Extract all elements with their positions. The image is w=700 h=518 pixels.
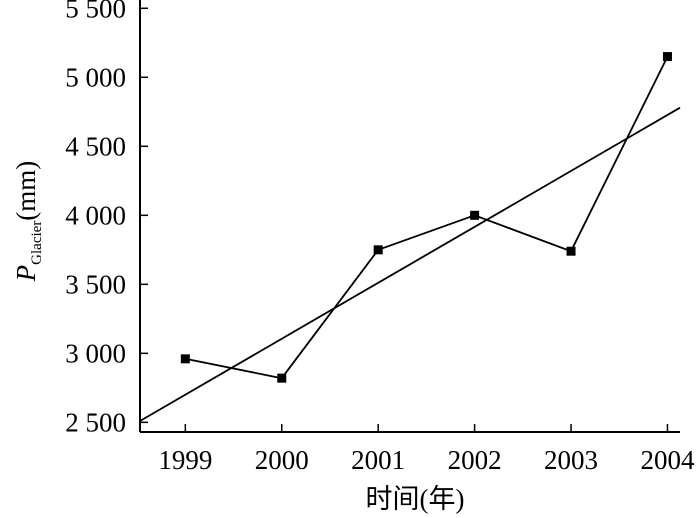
y-tick-label: 3 000	[65, 338, 126, 368]
plot-area	[139, 52, 681, 422]
x-tick-label: 1999	[158, 445, 212, 475]
tick-marks	[140, 7, 669, 432]
trend-line	[139, 106, 681, 422]
y-tick-label: 5 000	[65, 62, 126, 92]
x-tick-label: 2003	[544, 445, 598, 475]
data-point	[373, 245, 383, 255]
axes	[139, 0, 680, 433]
y-tick-label: 2 500	[65, 407, 126, 437]
x-tick-label: 2004	[640, 445, 695, 475]
x-tick-label: 2000	[255, 445, 309, 475]
data-point	[470, 210, 480, 220]
data-point	[277, 373, 287, 383]
x-axis-label: 时间(年)	[366, 484, 465, 514]
y-tick-label: 3 500	[65, 269, 126, 299]
x-tick-label: 2002	[448, 445, 502, 475]
data-point	[662, 52, 672, 62]
y-tick-label: 4 000	[65, 200, 126, 230]
y-axis-label-unit: (mm)	[11, 161, 41, 221]
tick-labels: 2 500 3 000 3 500 4 000 4 500 5 000 5 500 1999 2…	[65, 0, 695, 475]
y-axis-label: PGlacier(mm)	[11, 161, 45, 283]
y-tick-label: 5 500	[65, 0, 126, 23]
y-axis-label-symbol: P	[11, 265, 41, 283]
series-line	[185, 56, 669, 380]
data-point	[180, 354, 190, 364]
x-tick-label: 2001	[351, 445, 405, 475]
data-point	[566, 246, 576, 256]
y-axis-label-subscript: Glacier	[29, 221, 45, 265]
y-tick-label: 4 500	[65, 131, 126, 161]
